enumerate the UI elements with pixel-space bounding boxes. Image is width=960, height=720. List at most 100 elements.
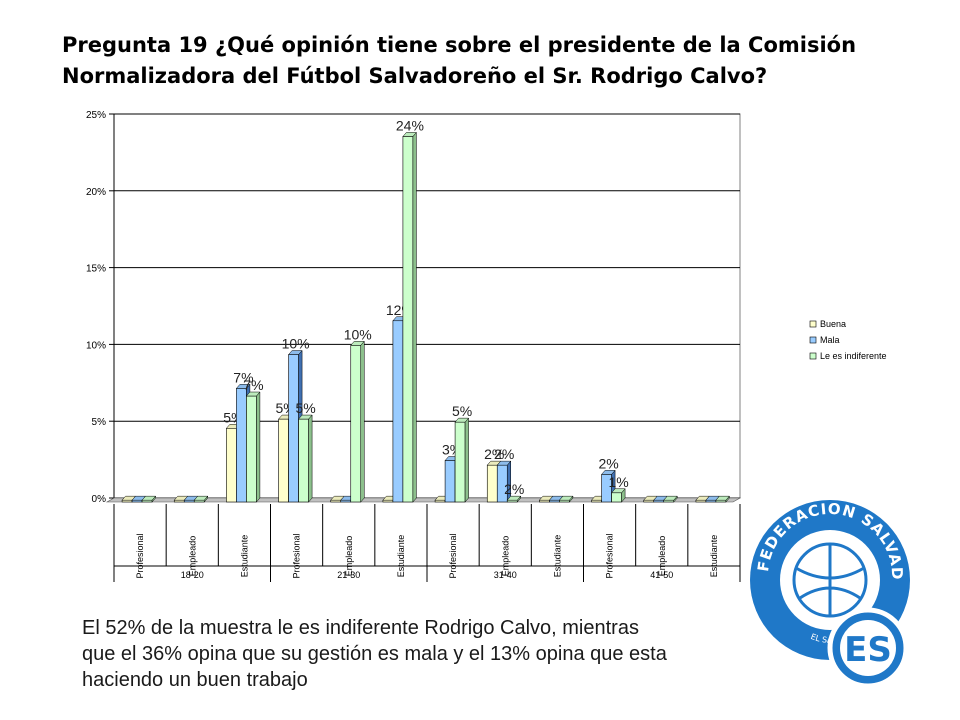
bar-top: [245, 391, 261, 397]
chart-title: Pregunta 19 ¿Qué opinión tiene sobre el …: [62, 30, 942, 92]
legend-swatch: [809, 336, 817, 344]
data-label: 5%: [452, 403, 472, 419]
bar-le-es-indiferente: [402, 136, 414, 503]
y-tick-label: 20%: [86, 187, 106, 198]
bar-top: [611, 488, 626, 494]
x-tick-label: Empleado: [500, 536, 510, 577]
x-tick-label: Estudiante: [709, 535, 719, 578]
legend-swatch: [809, 320, 817, 328]
group-label: 31-40: [494, 570, 517, 580]
data-label: 7%: [233, 369, 253, 385]
bar-buena: [539, 499, 550, 503]
bar-top: [506, 495, 522, 501]
group-label: 41-50: [650, 570, 673, 580]
bar-top: [193, 495, 209, 501]
y-tick-label: 0%: [92, 494, 107, 505]
bar-buena: [434, 499, 446, 503]
data-label: 1%: [608, 474, 628, 490]
y-tick-label: 10%: [86, 340, 106, 351]
bar-le-es-indiferente: [141, 499, 153, 503]
bar-le-es-indiferente: [193, 499, 205, 503]
data-label: 5%: [295, 400, 315, 416]
bar-top: [454, 417, 470, 423]
group-label: 18-20: [181, 570, 204, 580]
x-tick-label: Estudiante: [396, 535, 406, 578]
y-tick-label: 5%: [92, 417, 107, 428]
plot-area: [113, 113, 741, 499]
bar-mala: [288, 354, 299, 503]
bar-buena: [173, 499, 185, 503]
plot-floor: [105, 497, 742, 503]
caption-line-1: El 52% de la muestra le es indiferente R…: [82, 617, 639, 639]
bar-top: [288, 350, 303, 355]
bar-buena: [643, 499, 655, 503]
bar-top: [350, 341, 365, 346]
bar-le-es-indiferente: [559, 499, 570, 503]
x-tick-label: Empleado: [344, 536, 354, 577]
data-label: 2%: [504, 481, 524, 497]
bar-top: [558, 495, 574, 501]
bar-chart: 0%5%10%15%20%25%5%7%7%5%10%5%10%12%24%3%…: [85, 110, 911, 582]
bar-side: [308, 414, 313, 503]
bar-le-es-indiferente: [506, 499, 518, 503]
x-tick-label: Profesional: [135, 533, 145, 578]
data-label: 7%: [243, 377, 263, 393]
x-tick-label: Profesional: [292, 533, 302, 578]
y-tick-label: 25%: [86, 110, 106, 121]
bar-buena: [330, 499, 342, 503]
bar-buena: [591, 499, 602, 503]
bar-le-es-indiferente: [454, 421, 466, 503]
bar-top: [235, 384, 251, 389]
bar-side: [412, 131, 417, 503]
bar-buena: [278, 418, 289, 503]
x-tick-label: Profesional: [448, 533, 458, 578]
legend-swatch: [809, 352, 817, 360]
bar-mala: [705, 499, 717, 503]
bar-side: [256, 391, 261, 503]
bar-top: [663, 495, 678, 501]
data-label: 2%: [598, 455, 618, 471]
bar-buena: [486, 464, 498, 503]
bar-mala: [131, 499, 143, 503]
bar-mala: [444, 460, 456, 503]
bar-buena: [695, 499, 707, 503]
x-tick-label: Estudiante: [552, 535, 562, 578]
bar-mala: [236, 388, 247, 503]
bar-buena: [121, 499, 133, 503]
bar-side: [360, 340, 365, 503]
bar-mala: [392, 320, 404, 503]
legend-entry: Buena: [820, 319, 846, 329]
y-tick-label: 15%: [86, 264, 106, 275]
bar-top: [141, 495, 157, 501]
bar-mala: [340, 499, 352, 503]
bar-top: [298, 414, 313, 420]
ball-icon: [792, 542, 868, 618]
x-tick-label: Profesional: [605, 533, 615, 578]
caption: El 52% de la muestra le es indiferente R…: [82, 615, 802, 693]
bar-buena: [382, 499, 394, 503]
bar-mala: [549, 499, 560, 503]
legend-entry: Le es indiferente: [820, 351, 887, 361]
caption-line-3: haciendo un buen trabajo: [82, 669, 308, 691]
bar-mala: [183, 499, 195, 503]
bar-mala: [653, 499, 665, 503]
bar-le-es-indiferente: [611, 492, 622, 503]
logo-badge-text: ES: [844, 630, 892, 670]
bar-le-es-indiferente: [663, 499, 675, 503]
bar-top: [715, 495, 730, 501]
x-tick-label: Empleado: [187, 536, 197, 577]
legend: [805, 317, 911, 373]
federation-logo: FEDERACION SALVADOREÑA DE FUTBOL EL SALV…: [748, 498, 910, 688]
x-tick-label: Empleado: [657, 536, 667, 577]
x-tick-label: Estudiante: [239, 535, 249, 578]
data-label: 10%: [344, 326, 372, 342]
bar-side: [464, 417, 469, 503]
bar-top: [402, 132, 417, 137]
data-label: 2%: [484, 446, 504, 462]
bar-le-es-indiferente: [298, 418, 309, 503]
group-label: 21-30: [337, 570, 360, 580]
title-line-1: Pregunta 19 ¿Qué opinión tiene sobre el …: [62, 33, 857, 57]
bar-le-es-indiferente: [350, 345, 362, 503]
data-label: 24%: [396, 117, 424, 133]
bar-le-es-indiferente: [246, 395, 257, 503]
